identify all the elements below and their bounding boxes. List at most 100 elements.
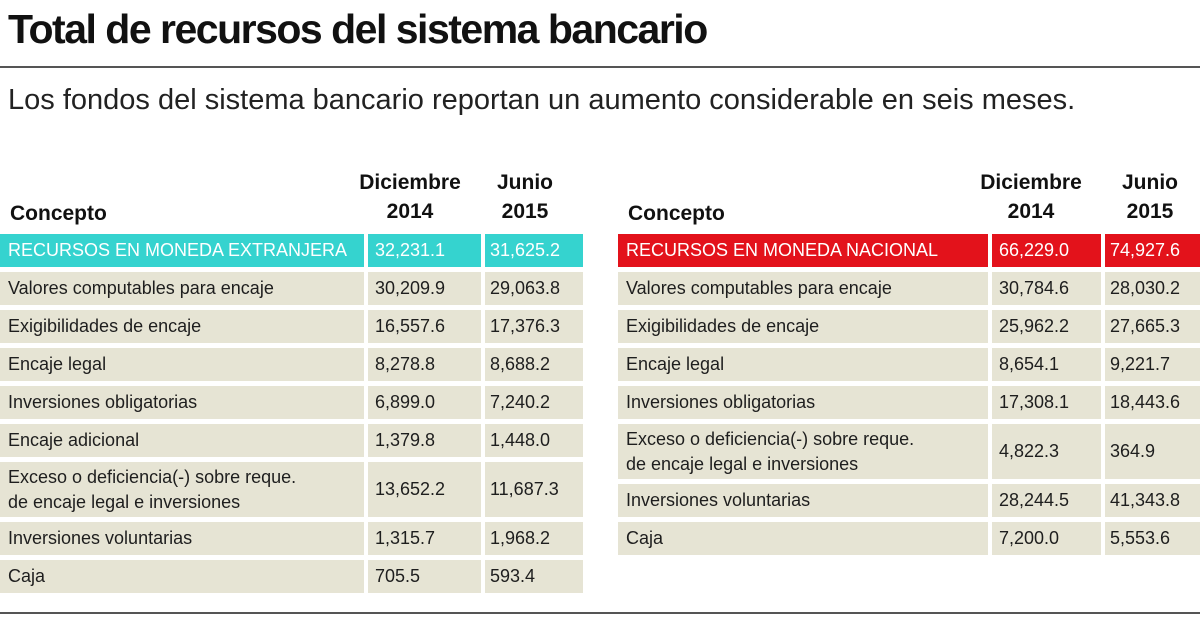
header-concept: Concepto [10, 202, 107, 225]
concept-cell: Exceso o deficiencia(-) sobre reque. de … [8, 466, 297, 512]
column-separator [988, 234, 992, 267]
concept-cell: RECURSOS EN MONEDA EXTRANJERA [8, 240, 348, 260]
december-2014-cell: 13,652.2 [375, 479, 446, 499]
header-december-2014: Diciembre 2014 [980, 171, 1082, 223]
concept-cell: Inversiones voluntarias [626, 490, 811, 510]
column-separator [988, 424, 992, 479]
table-row: Inversiones obligatorias 17,308.1 18,443.6 [618, 386, 1200, 419]
table-row: Valores computables para encaje 30,784.6 2… [618, 272, 1200, 305]
december-2014-cell: 30,209.9 [375, 278, 446, 298]
june-2015-cell: 1,448.0 [490, 430, 551, 450]
column-separator [481, 234, 485, 267]
foreign-currency-table: Concepto Diciembre 2014 Junio 2015 RECUR… [0, 160, 583, 598]
december-2014-cell: 705.5 [375, 566, 421, 586]
bottom-divider [0, 612, 1200, 614]
column-separator [481, 272, 485, 305]
table-body: RECURSOS EN MONEDA EXTRANJERA 32,231.1 31,… [0, 234, 583, 593]
december-2014-cell: 16,557.6 [375, 316, 446, 336]
concept-cell: Exigibilidades de encaje [8, 316, 202, 336]
december-2014-cell: 1,315.7 [375, 528, 436, 548]
column-separator [481, 462, 485, 517]
december-2014-cell: 7,200.0 [999, 528, 1060, 548]
column-separator [988, 348, 992, 381]
december-2014-cell: 28,244.5 [999, 490, 1070, 510]
december-2014-cell: 1,379.8 [375, 430, 436, 450]
table-row: Exceso o deficiencia(-) sobre reque. de … [0, 462, 583, 517]
column-separator [1101, 484, 1105, 517]
june-2015-cell: 31,625.2 [490, 240, 561, 260]
table-row: Inversiones obligatorias 6,899.0 7,240.2 [0, 386, 583, 419]
june-2015-cell: 1,968.2 [490, 528, 551, 548]
june-2015-cell: 74,927.6 [1110, 240, 1181, 260]
december-2014-cell: 30,784.6 [999, 278, 1070, 298]
column-separator [988, 386, 992, 419]
june-2015-cell: 17,376.3 [490, 316, 561, 336]
concept-cell: RECURSOS EN MONEDA NACIONAL [626, 240, 939, 260]
table-row: Inversiones voluntarias 28,244.5 41,343.8 [618, 484, 1200, 517]
column-separator [988, 310, 992, 343]
june-2015-cell: 5,553.6 [1110, 528, 1171, 548]
column-separator [481, 560, 485, 593]
june-2015-cell: 27,665.3 [1110, 316, 1181, 336]
table-row: Encaje legal 8,654.1 9,221.7 [618, 348, 1200, 381]
column-separator [1101, 424, 1105, 479]
december-2014-cell: 6,899.0 [375, 392, 436, 412]
column-separator [988, 484, 992, 517]
concept-cell: Exigibilidades de encaje [626, 316, 820, 336]
june-2015-cell: 11,687.3 [490, 479, 559, 499]
june-2015-cell: 593.4 [490, 566, 536, 586]
national-currency-table: Concepto Diciembre 2014 Junio 2015 RECUR… [618, 160, 1200, 560]
header-june-2015: Junio 2015 [1122, 171, 1178, 223]
table-row: Inversiones voluntarias 1,315.7 1,968.2 [0, 522, 583, 555]
column-separator [364, 462, 368, 517]
column-separator [1101, 348, 1105, 381]
column-separator [364, 386, 368, 419]
header-concept: Concepto [628, 202, 725, 225]
column-separator [481, 522, 485, 555]
june-2015-cell: 7,240.2 [490, 392, 551, 412]
header-june-2015: Junio 2015 [497, 171, 553, 223]
june-2015-cell: 364.9 [1110, 441, 1156, 461]
column-separator [364, 234, 368, 267]
column-separator [364, 272, 368, 305]
december-2014-cell: 32,231.1 [375, 240, 446, 260]
header-december-2014: Diciembre 2014 [359, 171, 461, 223]
column-separator [364, 310, 368, 343]
concept-cell: Exceso o deficiencia(-) sobre reque. de … [626, 428, 915, 474]
june-2015-cell: 9,221.7 [1110, 354, 1171, 374]
december-2014-cell: 4,822.3 [999, 441, 1060, 461]
column-separator [1101, 310, 1105, 343]
table-row: Valores computables para encaje 30,209.9 2… [0, 272, 583, 305]
concept-cell: Caja [626, 528, 664, 548]
june-2015-cell: 18,443.6 [1110, 392, 1181, 412]
table-body: RECURSOS EN MONEDA NACIONAL 66,229.0 74,92… [618, 234, 1200, 555]
column-separator [364, 424, 368, 457]
concept-cell: Encaje legal [626, 354, 725, 374]
column-separator [1101, 386, 1105, 419]
june-2015-cell: 8,688.2 [490, 354, 551, 374]
column-separator [481, 424, 485, 457]
column-separator [364, 560, 368, 593]
december-2014-cell: 8,278.8 [375, 354, 436, 374]
column-separator [481, 348, 485, 381]
table-row: Encaje adicional 1,379.8 1,448.0 [0, 424, 583, 457]
table-row: Exceso o deficiencia(-) sobre reque. de … [618, 424, 1200, 479]
page-subtitle: Los fondos del sistema bancario reportan… [8, 84, 1076, 116]
table-row: Caja 705.5 593.4 [0, 560, 583, 593]
december-2014-cell: 66,229.0 [999, 240, 1070, 260]
column-separator [364, 522, 368, 555]
table-row-total: RECURSOS EN MONEDA EXTRANJERA 32,231.1 31,… [0, 234, 583, 267]
column-separator [1101, 272, 1105, 305]
page-title: Total de recursos del sistema bancario [8, 6, 708, 52]
column-separator [1101, 234, 1105, 267]
december-2014-cell: 25,962.2 [999, 316, 1070, 336]
column-separator [481, 310, 485, 343]
table-row-total: RECURSOS EN MONEDA NACIONAL 66,229.0 74,92… [618, 234, 1200, 267]
table-header: Concepto Diciembre 2014 Junio 2015 [0, 160, 583, 234]
concept-cell: Inversiones obligatorias [8, 392, 198, 412]
column-separator [1101, 522, 1105, 555]
title-divider [0, 66, 1200, 68]
concept-cell: Valores computables para encaje [626, 278, 892, 298]
column-separator [988, 522, 992, 555]
june-2015-cell: 29,063.8 [490, 278, 561, 298]
